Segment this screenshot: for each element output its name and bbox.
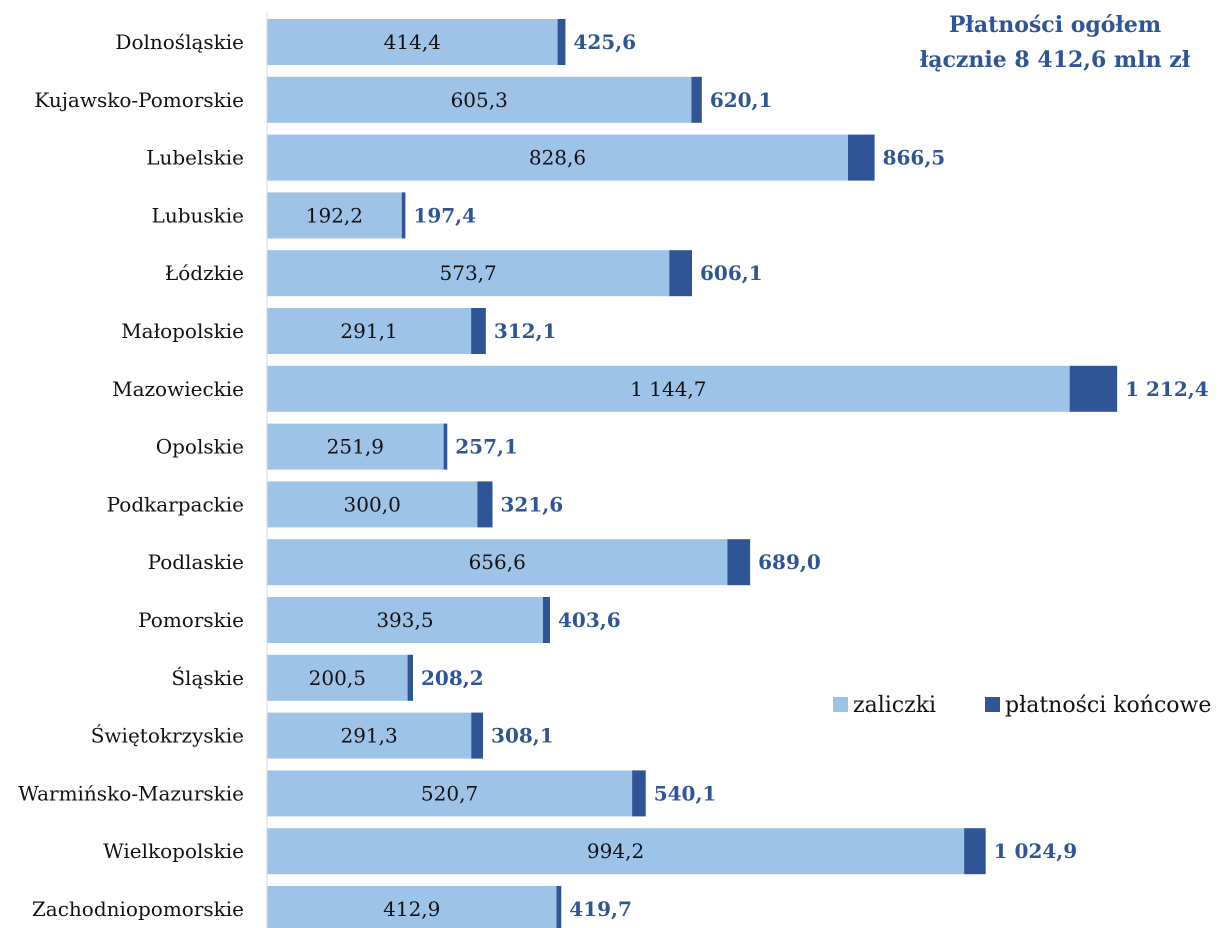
value-label-zaliczki-lubuskie: 192,2 [306, 203, 363, 227]
value-label-zaliczki-lubelskie: 828,6 [529, 146, 586, 170]
category-label-wielkopolskie: Wielkopolskie [103, 839, 244, 863]
total-label-podkarpackie: 321,6 [501, 492, 564, 516]
total-label-lubelskie: 866,5 [883, 146, 946, 170]
category-label-dolnoslaskie: Dolnośląskie [115, 30, 244, 54]
total-label-pomorskie: 403,6 [558, 608, 621, 632]
category-label-mazowieckie: Mazowieckie [112, 377, 244, 401]
category-label-zachodniopomorskie: Zachodniopomorskie [32, 897, 244, 921]
bar-zaliczki-lubuskie [267, 192, 402, 239]
chart-title: Płatności ogółem łącznie 8 412,6 mln zł [920, 12, 1191, 73]
value-label-zaliczki-warminsko-mazurskie: 520,7 [421, 781, 478, 805]
bar-platnosci-koncowe-malopolskie [471, 308, 486, 354]
bar-platnosci-koncowe-podkarpackie [477, 481, 493, 528]
category-label-kujawsko-pomorskie: Kujawsko-Pomorskie [34, 88, 244, 112]
bar-platnosci-koncowe-warminsko-mazurskie [632, 770, 646, 817]
bar-zaliczki-lubelskie [267, 134, 849, 181]
total-label-swietokrzyskie: 308,1 [491, 724, 554, 748]
total-label-wielkopolskie: 1 024,9 [994, 839, 1078, 863]
category-label-warminsko-mazurskie: Warmińsko-Mazurskie [18, 781, 244, 805]
bar-zaliczki-opolskie [267, 423, 444, 470]
value-label-zaliczki-malopolskie: 291,1 [340, 319, 397, 343]
value-label-zaliczki-opolskie: 251,9 [327, 435, 384, 459]
value-label-zaliczki-podkarpackie: 300,0 [344, 492, 401, 516]
total-label-warminsko-mazurskie: 540,1 [654, 781, 717, 805]
bar-platnosci-koncowe-wielkopolskie [964, 828, 986, 875]
bar-platnosci-koncowe-opolskie [443, 423, 448, 470]
value-label-zaliczki-lodzkie: 573,7 [440, 261, 497, 285]
chart-title-line1: Płatności ogółem [949, 12, 1161, 38]
total-label-zachodniopomorskie: 419,7 [569, 897, 632, 921]
bar-zaliczki-kujawsko-pomorskie [267, 76, 692, 123]
bar-platnosci-koncowe-kujawsko-pomorskie [691, 76, 702, 123]
bar-zaliczki-warminsko-mazurskie [267, 770, 633, 817]
bar-platnosci-koncowe-dolnoslaskie [557, 19, 566, 65]
bar-zaliczki-malopolskie [267, 308, 472, 354]
bar-zaliczki-lodzkie [267, 250, 670, 297]
category-label-swietokrzyskie: Świętokrzyskie [91, 723, 244, 748]
labels-layer: Dolnośląskie 414,4 425,6 Kujawsko-Pomorskie… [18, 30, 1208, 921]
category-label-opolskie: Opolskie [156, 435, 244, 459]
total-label-kujawsko-pomorskie: 620,1 [710, 88, 773, 112]
bar-zaliczki-slaskie [267, 654, 408, 701]
bar-zaliczki-podlaskie [267, 539, 728, 586]
bar-platnosci-koncowe-lubuskie [401, 192, 406, 239]
category-label-podkarpackie: Podkarpackie [107, 492, 244, 516]
category-label-lodzkie: Łódzkie [165, 261, 244, 285]
category-label-malopolskie: Małopolskie [121, 319, 244, 343]
total-label-dolnoslaskie: 425,6 [573, 30, 636, 54]
bar-platnosci-koncowe-mazowieckie [1069, 365, 1118, 412]
category-label-lubelskie: Lubelskie [146, 146, 244, 170]
bar-zaliczki-swietokrzyskie [267, 712, 472, 759]
bar-platnosci-koncowe-lodzkie [669, 250, 692, 297]
bar-zaliczki-dolnoslaskie [267, 19, 558, 65]
total-label-lubuskie: 197,4 [413, 203, 476, 227]
value-label-zaliczki-dolnoslaskie: 414,4 [384, 30, 441, 54]
bar-platnosci-koncowe-zachodniopomorskie [556, 886, 562, 928]
total-label-lodzkie: 606,1 [700, 261, 763, 285]
legend-label-platnosci-koncowe: płatności końcowe [1005, 693, 1211, 718]
bar-platnosci-koncowe-lubelskie [848, 134, 875, 181]
total-label-opolskie: 257,1 [455, 435, 518, 459]
total-label-malopolskie: 312,1 [494, 319, 557, 343]
total-label-slaskie: 208,2 [421, 666, 484, 690]
value-label-zaliczki-swietokrzyskie: 291,3 [340, 724, 397, 748]
bar-zaliczki-pomorskie [267, 597, 543, 643]
bar-zaliczki-mazowieckie [267, 365, 1070, 412]
bar-platnosci-koncowe-podlaskie [727, 539, 751, 586]
category-label-pomorskie: Pomorskie [138, 608, 244, 632]
value-label-zaliczki-kujawsko-pomorskie: 605,3 [451, 88, 508, 112]
value-label-zaliczki-zachodniopomorskie: 412,9 [383, 897, 440, 921]
bar-platnosci-koncowe-slaskie [407, 654, 413, 701]
category-label-lubuskie: Lubuskie [152, 203, 244, 227]
bar-zaliczki-wielkopolskie [267, 828, 965, 875]
legend: zaliczki płatności końcowe [833, 693, 1211, 718]
category-label-slaskie: Śląskie [171, 665, 244, 690]
value-label-zaliczki-slaskie: 200,5 [309, 666, 366, 690]
bar-zaliczki-zachodniopomorskie [267, 886, 557, 928]
legend-label-zaliczki: zaliczki [853, 693, 936, 718]
legend-swatch-zaliczki [833, 697, 848, 712]
value-label-zaliczki-pomorskie: 393,5 [376, 608, 433, 632]
bars-layer [267, 19, 1118, 928]
total-label-podlaskie: 689,0 [758, 550, 821, 574]
legend-swatch-platnosci-koncowe [985, 697, 1000, 712]
bar-platnosci-koncowe-swietokrzyskie [471, 712, 484, 759]
bar-platnosci-koncowe-pomorskie [542, 597, 551, 643]
bar-zaliczki-podkarpackie [267, 481, 478, 528]
value-label-zaliczki-podlaskie: 656,6 [469, 550, 526, 574]
value-label-zaliczki-wielkopolskie: 994,2 [587, 839, 644, 863]
category-label-podlaskie: Podlaskie [148, 550, 244, 574]
chart-title-line2: łącznie 8 412,6 mln zł [920, 47, 1191, 73]
total-label-mazowieckie: 1 212,4 [1125, 377, 1209, 401]
value-label-zaliczki-mazowieckie: 1 144,7 [630, 377, 706, 401]
